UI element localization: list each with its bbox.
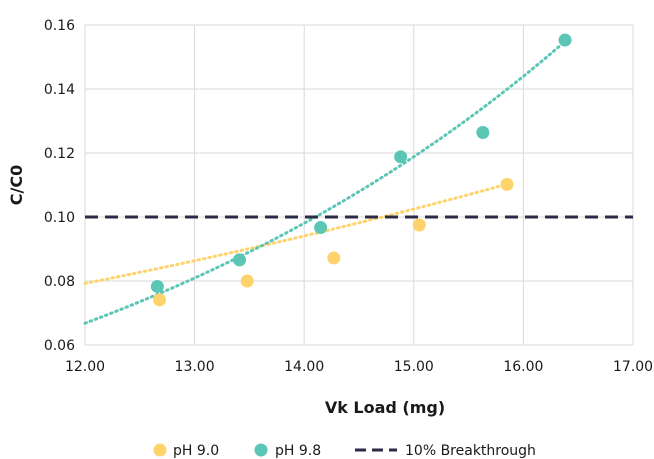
data-point-series-1 <box>233 253 247 267</box>
x-tick-label: 14.00 <box>284 359 324 375</box>
y-tick-label: 0.16 <box>44 18 75 34</box>
data-point-series-0 <box>327 251 341 265</box>
data-point-series-0 <box>240 274 254 288</box>
x-tick-label: 16.00 <box>503 359 543 375</box>
trendline-series-0 <box>83 182 509 285</box>
x-tick-label: 15.00 <box>394 359 434 375</box>
y-tick-label: 0.10 <box>44 210 75 226</box>
legend-marker-ph98 <box>254 443 268 457</box>
data-point-series-0 <box>412 218 426 232</box>
legend-label-breakthrough: 10% Breakthrough <box>405 443 536 459</box>
data-point-series-1 <box>558 33 572 47</box>
data-point-series-1 <box>476 126 490 140</box>
x-axis-title: Vk Load (mg) <box>325 398 445 417</box>
y-tick-label: 0.06 <box>44 338 75 354</box>
data-point-series-0 <box>153 293 167 307</box>
trendlines <box>83 39 567 325</box>
data-point-series-1 <box>150 279 164 293</box>
x-tick-label: 13.00 <box>175 359 215 375</box>
x-tick-labels: 12.00 13.00 14.00 15.00 16.00 17.00 <box>65 359 653 375</box>
data-point-series-0 <box>500 177 514 191</box>
x-tick-label: 12.00 <box>65 359 105 375</box>
legend-marker-ph90 <box>153 443 167 457</box>
x-tick-label: 17.00 <box>613 359 653 375</box>
y-axis-title: C/C0 <box>7 165 26 205</box>
y-tick-label: 0.08 <box>44 274 75 290</box>
data-point-series-1 <box>314 221 328 235</box>
legend: pH 9.0 pH 9.8 10% Breakthrough <box>153 443 536 459</box>
y-tick-labels: 0.06 0.08 0.10 0.12 0.14 0.16 <box>44 18 75 354</box>
trendline-series-1 <box>83 39 567 325</box>
data-point-series-1 <box>394 150 408 164</box>
y-tick-label: 0.12 <box>44 146 75 162</box>
legend-label-ph90: pH 9.0 <box>173 443 219 459</box>
y-tick-label: 0.14 <box>44 82 75 98</box>
grid-lines <box>84 24 634 346</box>
data-points <box>150 33 572 307</box>
legend-label-ph98: pH 9.8 <box>275 443 321 459</box>
